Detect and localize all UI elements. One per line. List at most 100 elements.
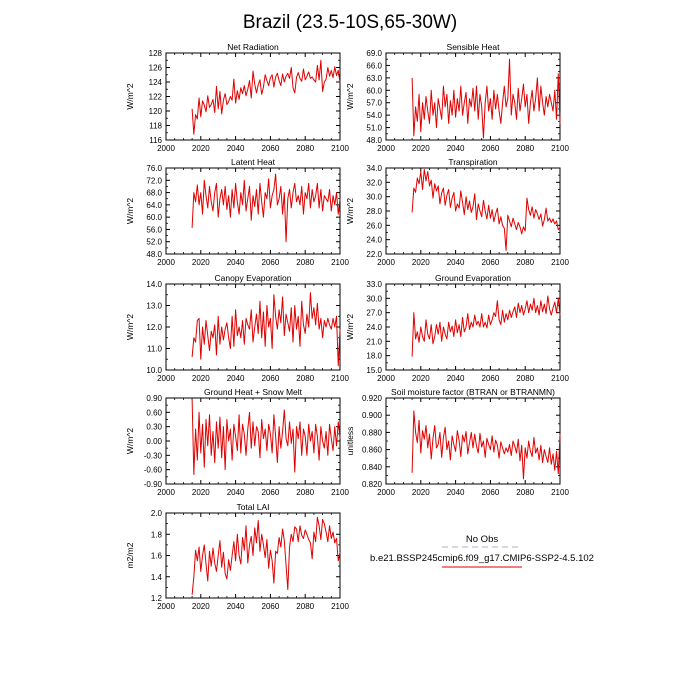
x-tick-label: 2080	[296, 374, 314, 383]
x-tick-label: 2040	[227, 144, 245, 153]
y-tick-label: 26.0	[366, 221, 382, 230]
x-tick-label: 2040	[447, 258, 465, 267]
y-tick-label: 124	[149, 78, 163, 87]
y-tick-label: 0.860	[362, 446, 383, 455]
x-tick-label: 2080	[516, 144, 534, 153]
y-axis-label: W/m^2	[125, 83, 135, 109]
x-tick-label: 2000	[157, 374, 175, 383]
x-tick-label: 2060	[482, 374, 500, 383]
x-tick-label: 2020	[192, 144, 210, 153]
x-tick-label: 2100	[551, 144, 569, 153]
y-tick-label: 56.0	[146, 225, 162, 234]
x-tick-label: 2060	[482, 144, 500, 153]
x-tick-label: 2080	[296, 258, 314, 267]
series-line	[411, 410, 561, 480]
x-tick-label: 2080	[516, 374, 534, 383]
y-tick-label: 1.2	[151, 594, 163, 603]
x-tick-label: 2060	[262, 258, 280, 267]
y-tick-label: 2.0	[151, 509, 163, 518]
y-tick-label: 0.90	[146, 394, 162, 403]
plot-frame	[165, 167, 341, 255]
y-axis-label: unitless	[345, 427, 355, 456]
x-tick-label: 2040	[447, 374, 465, 383]
y-tick-label: 0.920	[362, 394, 383, 403]
y-tick-label: 12.0	[146, 323, 162, 332]
x-tick-label: 2080	[296, 602, 314, 611]
x-tick-label: 2080	[296, 144, 314, 153]
y-tick-label: 52.0	[146, 238, 162, 247]
panel-title: Ground Heat + Snow Melt	[204, 387, 303, 397]
x-tick-label: 2100	[551, 258, 569, 267]
series-line	[411, 168, 561, 251]
y-tick-label: 14.0	[146, 280, 162, 289]
panel-3: Latent Heat W/m^2 2000 2020 2040 2060 2080 2100…	[125, 157, 349, 267]
x-tick-label: 2020	[412, 374, 430, 383]
x-tick-label: 2060	[262, 602, 280, 611]
x-tick-label: 2100	[331, 374, 349, 383]
x-tick-label: 2000	[377, 488, 395, 497]
y-tick-label: 0.900	[362, 411, 383, 420]
y-tick-label: 69.0	[366, 49, 382, 58]
x-tick-label: 2100	[331, 144, 349, 153]
y-tick-label: 60.0	[366, 86, 382, 95]
y-axis-label: W/m^2	[125, 314, 135, 340]
y-axis-label: W/m^2	[345, 314, 355, 340]
y-tick-label: 57.0	[366, 99, 382, 108]
panel-5: Canopy Evaporation W/m^2 2000 2020 2040 2060 2…	[125, 273, 349, 383]
y-axis-label: W/m^2	[125, 428, 135, 454]
x-tick-label: 2020	[192, 488, 210, 497]
panel-title: Net Radiation	[227, 42, 279, 52]
y-tick-label: 33.0	[366, 280, 382, 289]
x-tick-label: 2000	[157, 488, 175, 497]
y-tick-label: 15.0	[366, 366, 382, 375]
panel-title: Latent Heat	[231, 157, 276, 167]
y-tick-label: 0.60	[146, 408, 162, 417]
y-tick-label: 0.30	[146, 423, 162, 432]
y-tick-label: 116	[149, 136, 162, 145]
x-tick-label: 2080	[516, 488, 534, 497]
plot-frame	[385, 52, 561, 141]
y-tick-label: 0.840	[362, 463, 383, 472]
x-tick-label: 2080	[296, 488, 314, 497]
x-tick-label: 2100	[551, 374, 569, 383]
y-tick-label: 68.0	[146, 189, 162, 198]
legend-obs-label: No Obs	[466, 534, 498, 545]
y-tick-label: 120	[149, 107, 163, 116]
x-tick-label: 2080	[516, 258, 534, 267]
x-tick-label: 2000	[157, 144, 175, 153]
y-tick-label: 1.6	[151, 552, 163, 561]
y-tick-label: 11.0	[147, 345, 163, 354]
x-tick-label: 2020	[412, 488, 430, 497]
x-tick-label: 2000	[377, 258, 395, 267]
panel-title: Transpiration	[448, 157, 498, 167]
legend-model-label: b.e21.BSSP245cmip6.f09_g17.CMIP6-SSP2-4.…	[370, 553, 594, 564]
panel-9: Total LAI m2/m2 2000 2020 2040 2060 2080 2100 1.…	[125, 502, 349, 611]
y-tick-label: 0.820	[362, 480, 383, 489]
y-tick-label: 24.0	[366, 323, 382, 332]
x-tick-label: 2060	[482, 258, 500, 267]
series-line	[411, 58, 561, 139]
y-tick-label: 48.0	[146, 250, 162, 259]
x-tick-label: 2040	[227, 602, 245, 611]
panel-8: Soil moisture factor (BTRAN or BTRANMN) u…	[345, 387, 569, 497]
panel-2: Sensible Heat W/m^2 2000 2020 2040 2060 2080 21…	[345, 42, 569, 153]
y-tick-label: 0.880	[362, 428, 383, 437]
y-tick-label: 34.0	[366, 164, 382, 173]
panel-title: Total LAI	[236, 502, 269, 512]
y-tick-label: 10.0	[146, 366, 162, 375]
x-tick-label: 2000	[377, 374, 395, 383]
y-tick-label: 0.00	[146, 437, 162, 446]
x-tick-label: 2100	[331, 258, 349, 267]
y-axis-label: W/m^2	[345, 83, 355, 109]
y-tick-label: 22.0	[366, 250, 382, 259]
panel-title: Sensible Heat	[447, 42, 501, 52]
series-line	[411, 295, 561, 357]
y-tick-label: 1.4	[151, 573, 163, 582]
x-tick-label: 2040	[447, 144, 465, 153]
x-tick-label: 2000	[157, 602, 175, 611]
series-line	[191, 59, 341, 135]
x-tick-label: 2020	[412, 258, 430, 267]
y-tick-label: 118	[149, 122, 162, 131]
panel-title: Canopy Evaporation	[214, 273, 291, 283]
